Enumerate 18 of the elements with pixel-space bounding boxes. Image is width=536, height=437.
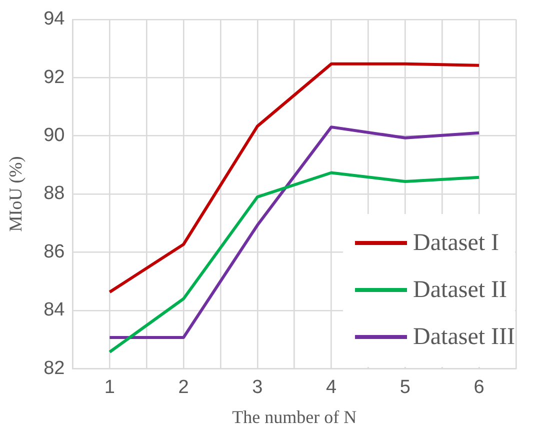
y-tick-label: 94: [44, 8, 66, 30]
legend-label: Dataset I: [413, 230, 500, 257]
x-tick-label: 1: [104, 377, 115, 398]
y-tick-label: 88: [44, 183, 65, 204]
x-tick-label: 5: [400, 377, 410, 398]
y-tick-label: 82: [44, 358, 65, 379]
x-tick-label: 4: [326, 377, 338, 398]
y-tick-label: 86: [44, 241, 65, 262]
legend-label: Dataset II: [413, 276, 507, 304]
x-tick-label: 6: [474, 377, 484, 398]
legend-label: Dataset III: [413, 324, 515, 351]
y-tick-label: 92: [44, 66, 65, 88]
y-axis-title: MIoU (%): [6, 156, 26, 232]
x-axis-title: The number of N: [232, 406, 357, 427]
y-tick-label: 84: [44, 300, 66, 321]
x-tick-label: 3: [252, 377, 263, 398]
y-tick-label: 90: [44, 125, 65, 146]
x-tick-label: 2: [178, 377, 189, 398]
